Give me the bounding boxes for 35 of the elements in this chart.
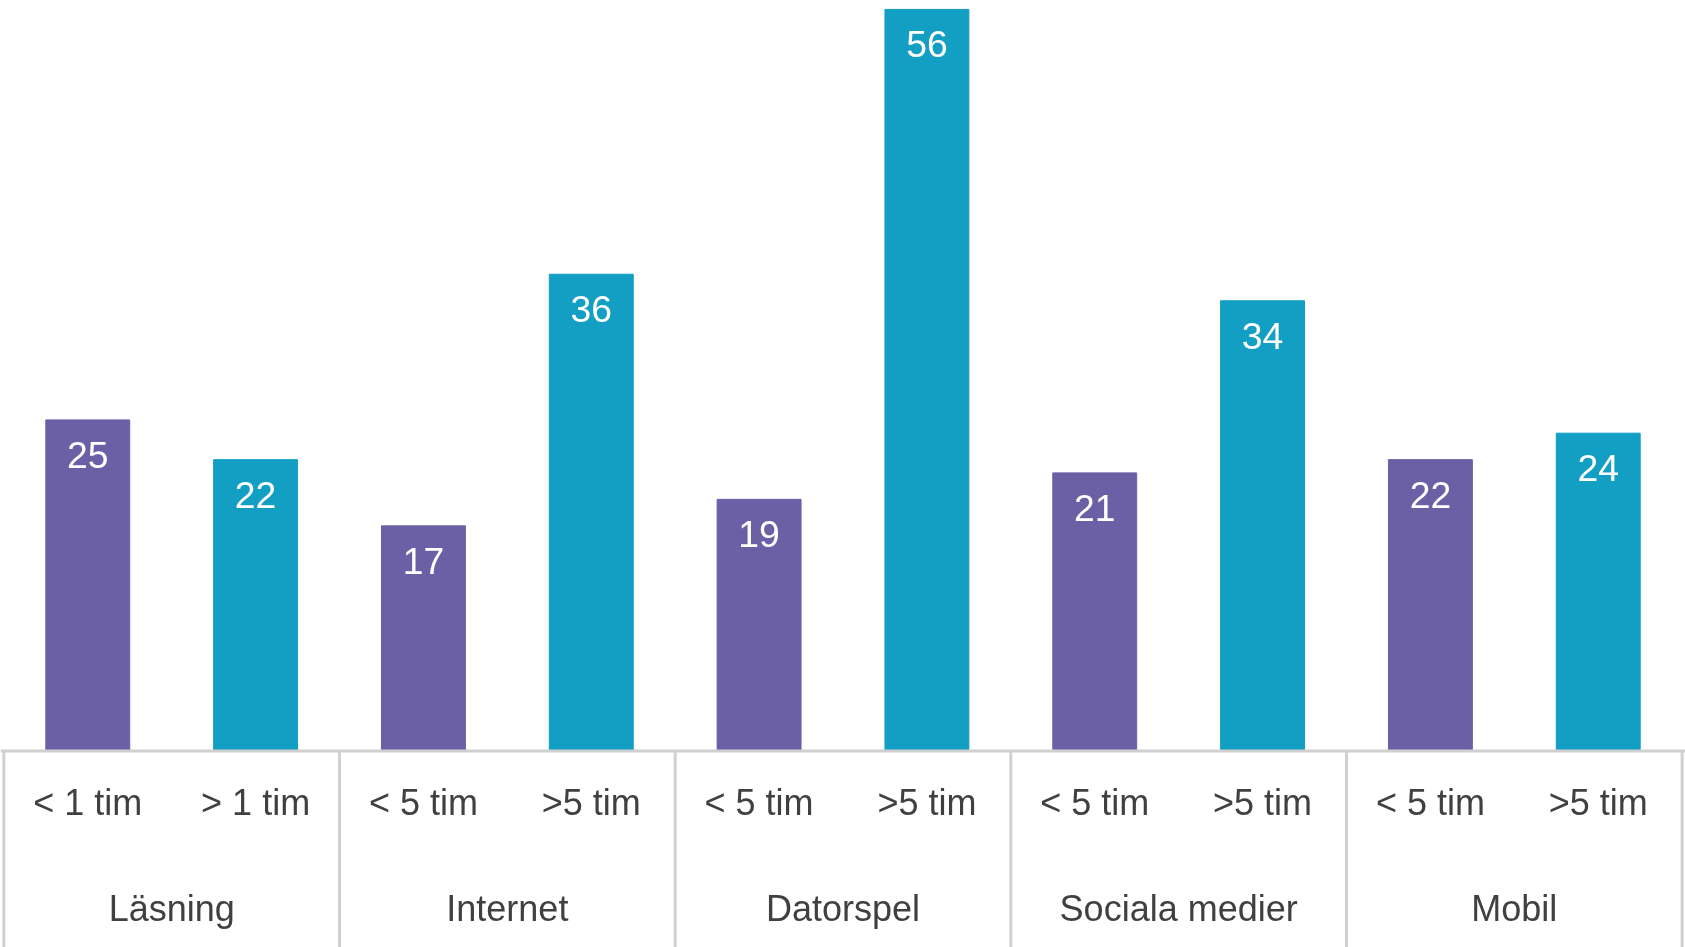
- bar: [1387, 459, 1473, 752]
- text: Sociala medier: [1059, 887, 1298, 929]
- bar: [1555, 432, 1641, 752]
- bar: [884, 8, 970, 752]
- data-label: 17: [402, 539, 445, 582]
- bar: [716, 498, 802, 752]
- x-tick-label: >5 tim: [541, 781, 641, 823]
- x-tick-label: < 5 tim: [1375, 781, 1485, 823]
- bar: [380, 525, 466, 752]
- x-tick-label: < 5 tim: [368, 781, 478, 823]
- x-tick-label: >5 tim: [1213, 781, 1313, 823]
- x-tick-label: < 1 tim: [33, 781, 143, 823]
- data-label: 19: [738, 513, 780, 556]
- data-label: 22: [234, 473, 277, 516]
- data-label: 25: [67, 433, 109, 476]
- x-tick-label: >5 tim: [1548, 781, 1648, 823]
- bar: [1220, 300, 1306, 752]
- bar: [213, 459, 299, 752]
- data-label: 56: [906, 23, 948, 66]
- data-label: 34: [1241, 314, 1284, 357]
- x-tick-label: < 5 tim: [704, 781, 814, 823]
- bar: [45, 419, 131, 752]
- data-label: 21: [1073, 486, 1116, 529]
- x-tick-label: >5 tim: [877, 781, 977, 823]
- data-label: 22: [1409, 473, 1452, 516]
- data-label: 36: [570, 288, 613, 331]
- text: Mobil: [1471, 887, 1558, 929]
- bar: [548, 273, 634, 752]
- bar: [1052, 472, 1138, 752]
- x-tick-label: > 1 tim: [201, 781, 311, 823]
- text: Läsning: [108, 887, 235, 929]
- data-label: 24: [1577, 447, 1619, 490]
- text: Datorspel: [765, 887, 921, 929]
- text: Internet: [446, 887, 569, 929]
- x-tick-label: < 5 tim: [1040, 781, 1150, 823]
